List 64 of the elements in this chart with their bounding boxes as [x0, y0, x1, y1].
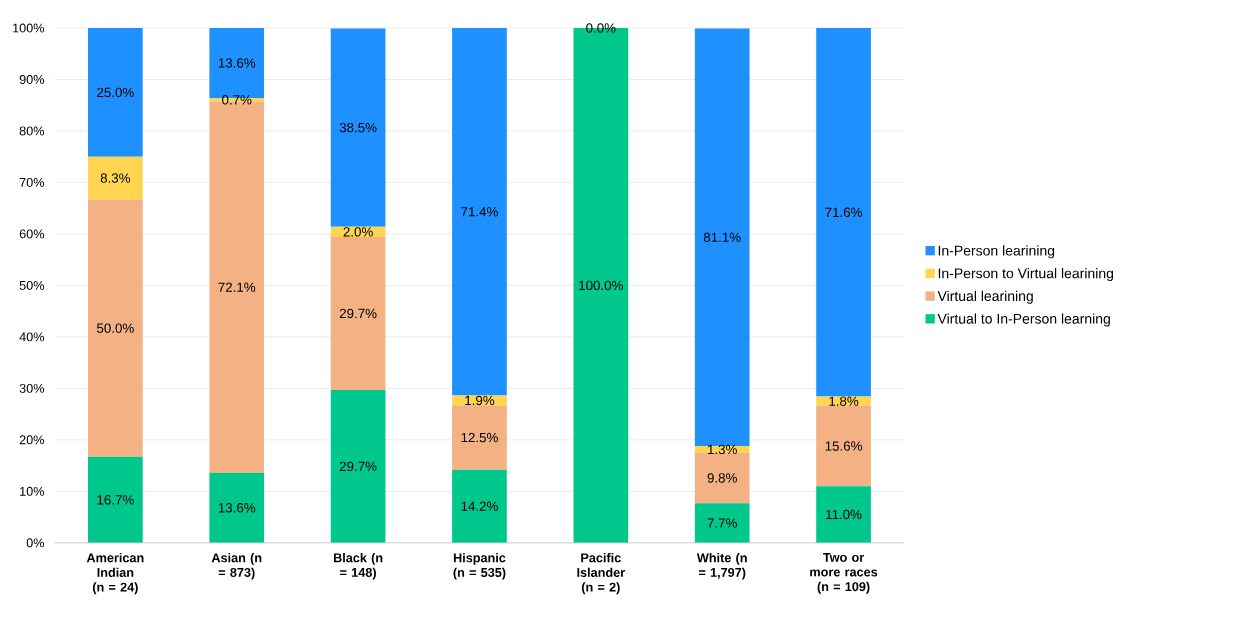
- bar: [694, 446, 750, 453]
- bar: [816, 28, 871, 397]
- x-tick-label: White (n = 1,797): [696, 553, 747, 580]
- legend-label: Virtual learining: [937, 290, 1033, 304]
- data-label: 72.1%: [218, 282, 256, 292]
- data-label: 14.2%: [461, 501, 498, 512]
- data-label: 25.0%: [97, 87, 134, 98]
- data-label: 13.6%: [218, 503, 256, 513]
- data-label: 8.3%: [100, 173, 131, 183]
- bar: [330, 28, 386, 227]
- y-tick-label: 100%: [13, 23, 45, 33]
- y-tick-label: 90%: [19, 75, 45, 85]
- bar: [88, 28, 143, 157]
- y-tick-label: 0%: [26, 538, 45, 548]
- data-label: 0.7%: [222, 95, 252, 105]
- y-tick-label: 30%: [19, 383, 45, 393]
- data-label: 29.7%: [339, 308, 377, 319]
- bar: [88, 456, 143, 543]
- bar: [330, 237, 386, 390]
- y-tick-label: 40%: [19, 332, 45, 342]
- data-label: 29.7%: [339, 461, 377, 472]
- legend-label: Virtual to In-Person learning: [937, 313, 1110, 327]
- x-tick-label: Pacific Islander (n = 2): [577, 553, 625, 595]
- bar: [452, 405, 507, 470]
- data-label: 50.0%: [97, 323, 134, 333]
- bar: [452, 469, 507, 543]
- data-label: 16.7%: [97, 495, 134, 505]
- data-label: 12.5%: [461, 432, 498, 443]
- data-label: 1.3%: [708, 444, 737, 455]
- bar: [816, 405, 871, 487]
- data-label: 9.8%: [707, 473, 737, 483]
- y-tick-label: 10%: [20, 486, 45, 496]
- data-label: 71.4%: [461, 207, 498, 217]
- x-tick-label: American Indian (n = 24): [86, 553, 144, 595]
- y-tick-label: 70%: [19, 178, 45, 187]
- x-tick-label: Hispanic (n = 535): [453, 553, 506, 580]
- data-label: 7.7%: [707, 518, 737, 528]
- data-label: 38.5%: [339, 122, 377, 133]
- data-label: 15.6%: [825, 441, 862, 451]
- bar: [88, 199, 143, 457]
- bar: [694, 452, 750, 504]
- y-tick-label: 20%: [19, 435, 45, 445]
- bar: [330, 389, 386, 543]
- data-label: 11.0%: [826, 509, 862, 520]
- data-label: 81.1%: [703, 232, 741, 243]
- legend-label: In-Person to Virtual learining: [938, 268, 1114, 282]
- x-tick-label: Two or more races (n = 109): [810, 553, 878, 594]
- bar: [816, 486, 871, 543]
- legend-label: In-Person learining: [938, 245, 1055, 259]
- bar: [209, 472, 265, 543]
- data-label: 2.0%: [343, 227, 373, 237]
- data-label: 100.0%: [579, 280, 623, 291]
- x-tick-label: Black (n = 148): [333, 553, 383, 580]
- data-label: 71.6%: [825, 207, 862, 218]
- data-label: 1.9%: [465, 395, 495, 406]
- x-tick-label: Asian (n = 873): [211, 553, 262, 580]
- y-tick-label: 60%: [19, 229, 45, 239]
- data-label: 13.6%: [218, 58, 256, 68]
- bar: [452, 28, 507, 396]
- y-tick-label: 50%: [19, 280, 45, 290]
- data-label: 1.8%: [829, 396, 859, 407]
- bar: [88, 156, 143, 200]
- y-tick-label: 80%: [19, 126, 45, 136]
- bar: [694, 503, 750, 543]
